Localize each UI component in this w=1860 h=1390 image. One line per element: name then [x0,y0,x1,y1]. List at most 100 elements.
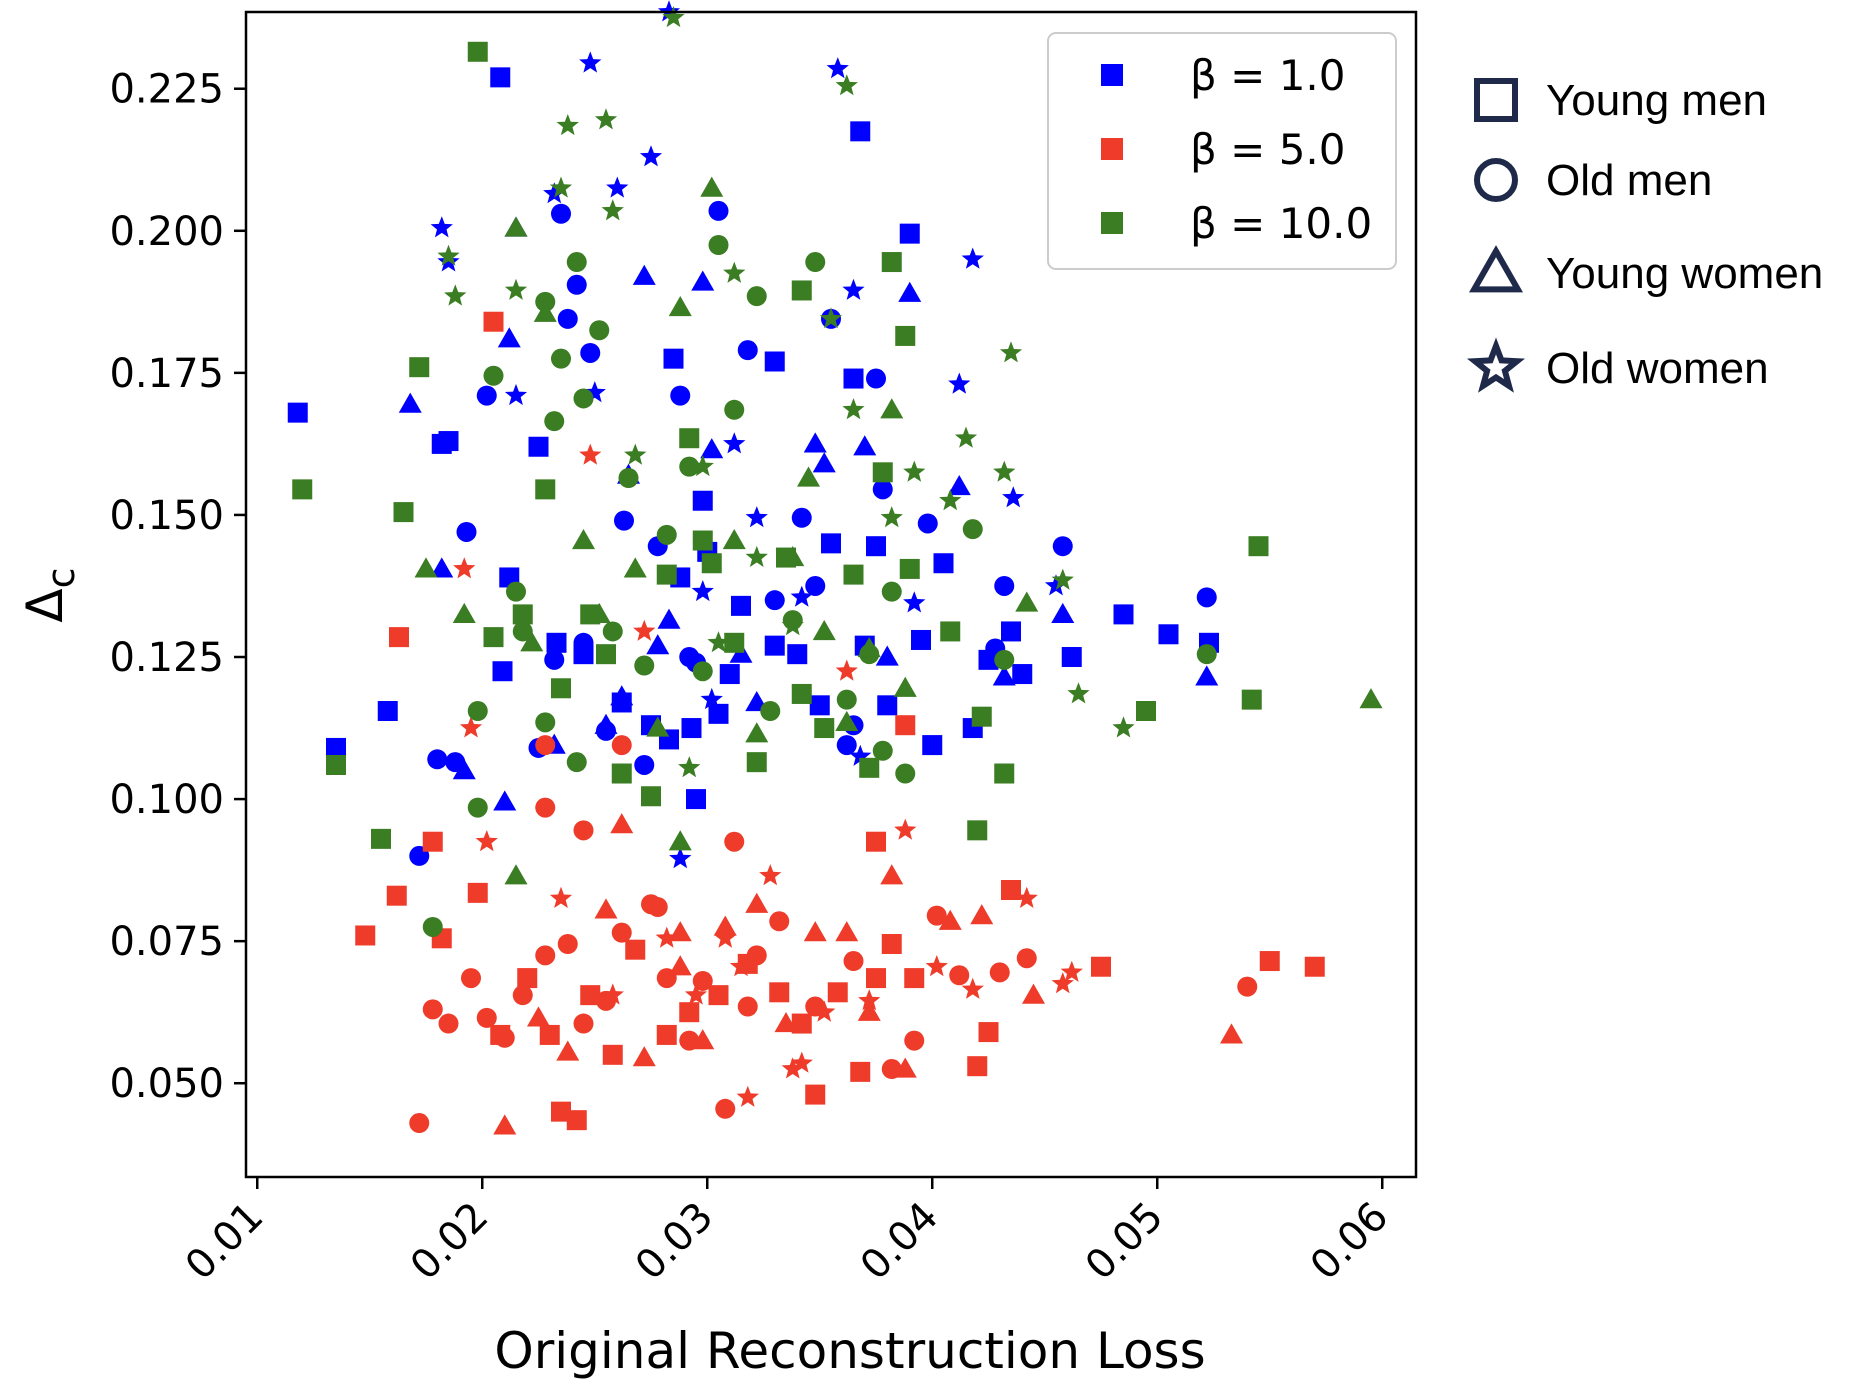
data-point-series0-square [1012,664,1033,685]
data-point-series1-circle [409,1113,430,1134]
data-point-series0-square [719,664,740,685]
data-point-series0-star [430,216,453,238]
data-point-series2-star [939,489,962,511]
data-point-series2-star [723,261,746,283]
data-point-series1-triangle [556,1040,580,1061]
group-shape-legend: Young men Old men Young women Old women [1466,76,1823,393]
data-point-series1-circle [422,999,443,1020]
shape-legend-label: Young men [1546,76,1767,125]
shape-legend-icon-square [1474,78,1518,122]
data-point-series2-triangle [1359,688,1383,709]
data-point-series0-triangle [853,435,877,456]
data-point-series0-triangle [875,645,899,666]
data-point-series1-square [386,885,407,906]
data-point-series1-square [679,1002,700,1023]
data-point-series0-circle [1052,536,1073,557]
y-tick-label: 0.075 [109,919,224,965]
data-point-series1-square [805,1084,826,1105]
data-point-series2-square [701,553,722,574]
data-point-series1-star [813,1000,836,1022]
data-point-series1-circle [843,951,864,972]
shape-legend-label: Old women [1546,344,1769,393]
data-point-series0-square [708,703,729,724]
data-point-series0-triangle [610,685,634,706]
data-point-series2-circle [656,524,677,545]
data-point-series1-triangle [1022,983,1045,1004]
data-point-series2-triangle [880,398,904,419]
data-point-series2-triangle [668,296,692,317]
data-point-series1-star [459,716,483,738]
y-tick-label: 0.100 [109,777,224,823]
data-point-series0-square [911,629,931,650]
data-point-series1-square [389,627,409,648]
data-point-series1-circle [949,965,970,986]
data-point-series1-square [1304,956,1325,977]
data-point-series1-square [978,1022,999,1043]
data-point-series2-circle [724,399,745,420]
legend-label: β = 5.0 [1190,125,1346,174]
data-point-series2-star [624,443,647,465]
data-point-series2-star [842,398,865,420]
data-point-series2-circle [535,712,556,733]
data-point-series1-triangle [745,892,769,913]
data-point-series1-star [894,818,917,840]
data-point-series1-star [655,926,678,948]
data-point-series2-circle [483,365,504,386]
data-point-series2-square [899,558,920,579]
data-point-series0-circle [634,754,655,775]
data-point-series1-triangle [527,1006,550,1027]
data-point-series2-triangle [893,676,917,697]
data-point-series2-circle [566,252,587,273]
data-point-series0-square [686,789,706,810]
data-point-series2-triangle [857,636,881,658]
data-point-series0-star [723,432,746,454]
data-point-series2-star [1051,568,1074,590]
data-point-series0-square [764,635,785,656]
data-point-series1-circle [989,962,1010,983]
data-point-series1-star [684,983,708,1005]
data-point-series1-triangle [632,1046,656,1067]
data-point-series0-star [691,580,714,602]
data-point-series0-square [731,595,751,616]
data-point-series0-square [681,718,702,739]
y-axis-label-subscript: c [39,567,83,588]
data-point-series2-square [551,678,571,699]
data-point-series2-star [549,176,573,198]
data-point-series2-triangle [781,546,805,567]
x-axis-label: Original Reconstruction Loss [494,1322,1205,1380]
data-point-series1-square [895,715,916,736]
data-point-series1-star [714,926,737,948]
data-point-series0-circle [1196,587,1217,608]
data-point-series2-square [512,604,533,625]
data-point-series2-square [814,718,835,739]
data-point-series2-square [292,479,313,500]
data-point-series0-triangle [452,759,476,780]
data-point-series0-square [764,351,785,372]
data-point-series1-triangle [691,1029,715,1050]
data-point-series1-square [1001,880,1021,901]
data-point-series0-square [1158,624,1179,645]
data-point-series2-triangle [812,619,836,641]
data-point-series0-triangle [646,634,670,655]
data-point-series1-square [483,311,504,332]
data-point-series1-star [835,659,858,681]
data-point-series0-circle [476,385,497,406]
data-point-series2-circle [994,649,1015,670]
data-point-series0-star [639,145,663,167]
data-point-series1-star [736,1085,759,1107]
data-point-series2-circle [881,581,902,602]
x-tick-label: 0.04 [852,1194,948,1290]
data-point-series0-square [821,533,841,554]
y-tick-label: 0.225 [109,67,224,113]
data-point-series2-circle [962,519,983,540]
data-point-series1-star [759,864,782,886]
data-point-series2-triangle [797,466,820,487]
data-point-series0-star [700,687,723,710]
data-point-series1-square [580,985,601,1006]
data-point-series2-square [881,252,902,273]
data-point-series1-circle [724,831,745,852]
data-point-series0-square [1113,604,1134,625]
data-point-series0-star [669,847,692,869]
data-point-series0-circle [791,507,812,528]
